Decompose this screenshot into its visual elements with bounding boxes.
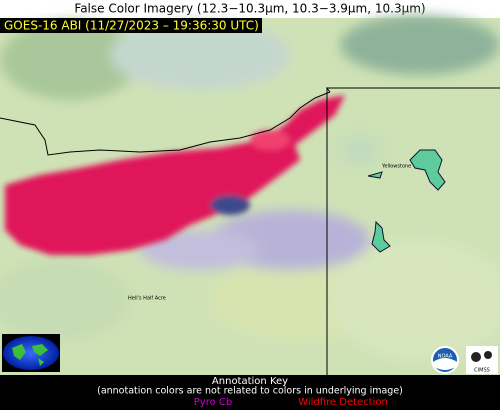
image-label: GOES-16 ABI (11/27/2023 – 19:36:30 UTC): [4, 19, 259, 33]
annotation-key-title: Annotation Key: [212, 376, 288, 387]
logo-text: CIMSS: [474, 368, 490, 374]
place-label: Hell's Half Acre: [128, 296, 166, 302]
title: False Color Imagery (12.3−10.3µm, 10.3−3…: [74, 2, 425, 16]
logo-text: NOAA: [438, 354, 453, 360]
annotation-key-panel: [0, 375, 500, 410]
image-label-box: [0, 18, 262, 33]
cimss-logo: CIMSS: [466, 346, 498, 374]
key-item: Wildfire Detection: [298, 397, 388, 408]
globe-icon: [2, 334, 60, 372]
satellite-image: Hell's Half Acre Yellowstone: [0, 15, 500, 375]
title-bar: [0, 0, 500, 18]
place-label: Yellowstone: [381, 164, 411, 170]
annotation-key-note: (annotation colors are not related to co…: [97, 386, 403, 397]
key-item: Pyro Cb: [194, 397, 232, 408]
noaa-logo: NOAA: [431, 346, 459, 374]
